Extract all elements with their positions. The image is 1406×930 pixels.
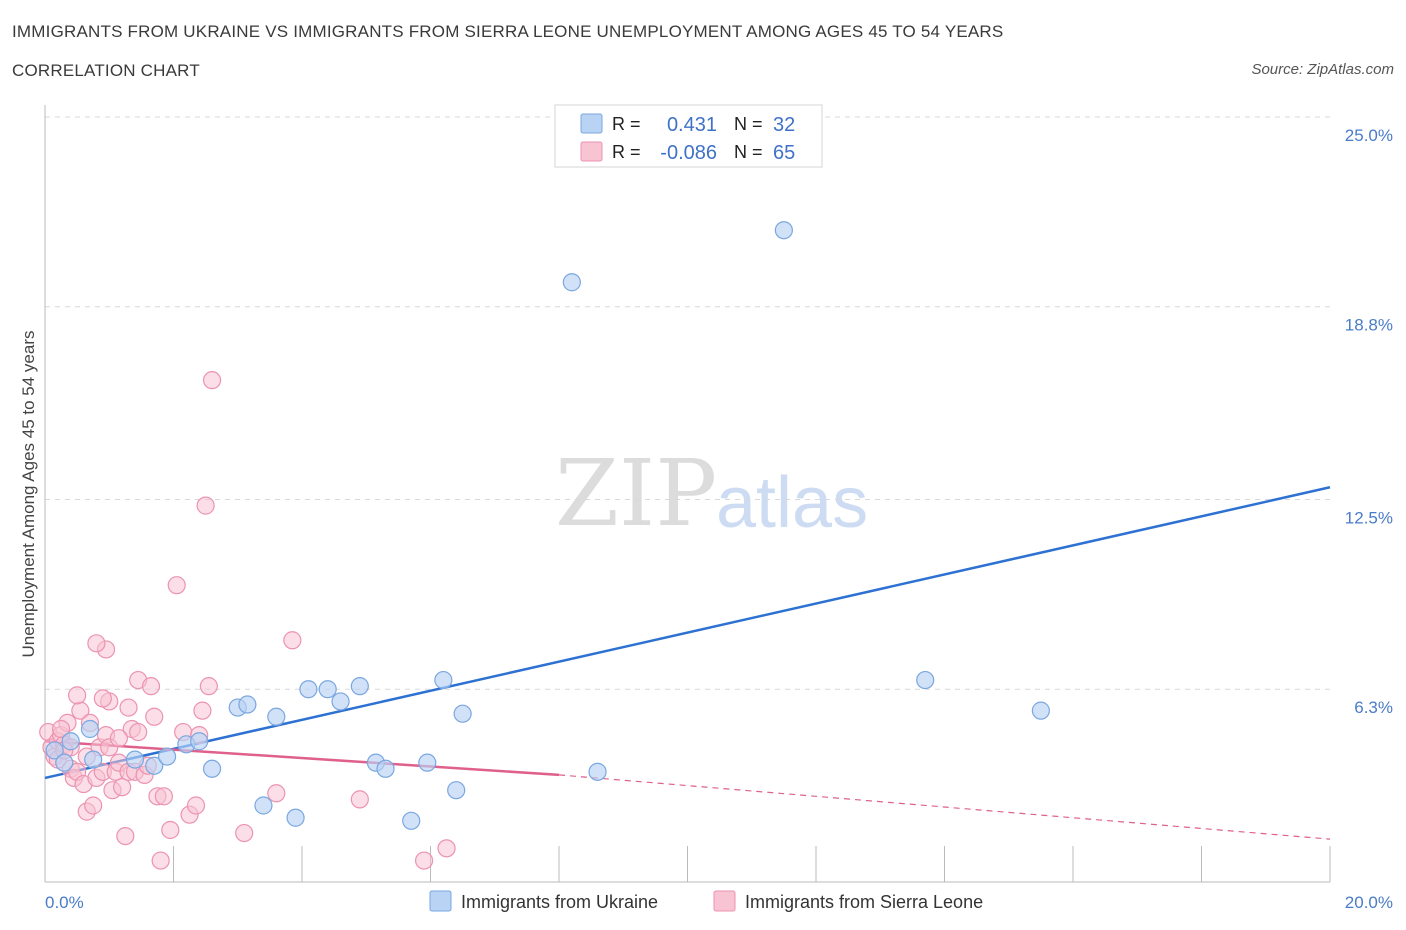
sierra-r-label: R = (612, 142, 641, 162)
watermark-atlas: atlas (716, 463, 868, 543)
watermark-zip: ZIP (555, 440, 717, 547)
legend-ukraine-swatch (429, 890, 452, 912)
y-tick-label-1: 12.5% (1345, 509, 1393, 528)
sierra-point-63 (68, 686, 87, 705)
sierra-point-34 (154, 787, 173, 806)
sierra-point-14 (84, 796, 103, 815)
ukraine-n-value: 32 (773, 114, 795, 136)
ukraine-swatch (580, 113, 603, 134)
ukraine-n-label: N = (734, 114, 763, 134)
ukraine-point-3 (84, 750, 103, 769)
sierra-point-40 (193, 701, 212, 720)
source-label: Source: ZipAtlas.com (1251, 61, 1394, 78)
sierra-n-label: N = (734, 142, 763, 162)
ukraine-point-1 (61, 732, 80, 751)
sierra-point-41 (199, 677, 218, 696)
ukraine-point-29 (916, 670, 935, 690)
sierra-point-44 (235, 823, 254, 843)
watermark: ZIP atlas (555, 440, 868, 547)
sierra-point-32 (145, 707, 164, 726)
sierra-point-50 (151, 851, 170, 870)
ukraine-point-26 (588, 762, 607, 781)
series-legend: Immigrants from Ukraine Immigrants from … (429, 890, 983, 912)
ukraine-point-2 (80, 719, 100, 739)
ukraine-point-25 (453, 704, 472, 723)
sierra-point-46 (283, 631, 302, 650)
ukraine-point-6 (157, 747, 177, 766)
x-tick-max: 20.0% (1345, 893, 1393, 912)
sierra-point-23 (112, 778, 132, 797)
ukraine-point-11 (238, 695, 257, 714)
sierra-point-39 (186, 796, 206, 815)
sierra-point-36 (167, 576, 186, 595)
sierra-point-31 (141, 677, 161, 696)
data-points (39, 221, 1050, 870)
ukraine-point-31 (55, 753, 74, 772)
chart-title: IMMIGRANTS FROM UKRAINE VS IMMIGRANTS FR… (12, 22, 1004, 41)
sierra-point-60 (129, 722, 148, 742)
legend-ukraine-label: Immigrants from Ukraine (461, 892, 658, 912)
ukraine-r-value: 0.431 (667, 114, 717, 136)
ukraine-point-16 (318, 680, 337, 699)
sierra-point-48 (414, 851, 434, 870)
ukraine-point-4 (125, 750, 145, 769)
ukraine-trendline (44, 486, 1331, 780)
y-tick-labels: 6.3% 12.5% 18.8% 25.0% (1345, 126, 1393, 717)
sierra-point-55 (51, 719, 71, 739)
sierra-point-43 (196, 496, 215, 515)
ukraine-point-27 (562, 273, 581, 292)
ukraine-point-0 (45, 741, 64, 760)
ukraine-point-12 (267, 707, 286, 726)
trendlines (44, 486, 1331, 840)
sierra-point-58 (93, 689, 112, 708)
ukraine-point-21 (402, 811, 421, 830)
sierra-point-62 (109, 729, 128, 748)
gridlines (45, 116, 1330, 690)
x-tick-min: 0.0% (45, 893, 84, 912)
ukraine-point-20 (376, 759, 395, 778)
ukraine-point-24 (447, 781, 466, 800)
legend-sierra-label: Immigrants from Sierra Leone (745, 892, 983, 912)
ukraine-point-9 (202, 759, 222, 778)
legend-sierra-swatch (713, 890, 736, 912)
ukraine-point-5 (145, 756, 164, 775)
y-tick-label-3: 25.0% (1345, 126, 1393, 145)
ukraine-point-30 (1031, 701, 1050, 720)
y-tick-label-0: 6.3% (1354, 698, 1393, 717)
sierra-point-45 (267, 784, 286, 803)
sierra-point-49 (437, 839, 456, 858)
ukraine-point-15 (299, 680, 318, 699)
sierra-swatch (580, 141, 603, 162)
ukraine-point-13 (254, 796, 273, 815)
chart-subtitle: CORRELATION CHART (12, 61, 200, 80)
ukraine-point-22 (418, 753, 437, 772)
y-tick-label-2: 18.8% (1345, 316, 1393, 335)
ukraine-point-8 (190, 732, 209, 751)
ukraine-point-23 (434, 670, 453, 690)
sierra-point-57 (119, 698, 138, 717)
ukraine-point-14 (286, 808, 305, 827)
sierra-point-42 (202, 371, 222, 390)
ukraine-point-28 (774, 221, 793, 240)
ukraine-point-18 (350, 677, 369, 696)
sierra-trendline (44, 739, 560, 777)
sierra-r-value: -0.086 (660, 142, 717, 164)
y-axis-label: Unemployment Among Ages 45 to 54 years (19, 331, 38, 658)
stats-legend: R = 0.431 N = 32 R = -0.086 N = 65 (554, 104, 823, 168)
sierra-point-35 (161, 820, 180, 840)
sierra-point-59 (87, 634, 106, 653)
sierra-n-value: 65 (773, 142, 795, 164)
sierra-point-47 (350, 790, 369, 809)
sierra-trendline-extension (558, 774, 1331, 840)
sierra-point-24 (116, 826, 135, 846)
ukraine-r-label: R = (612, 114, 641, 134)
ukraine-point-17 (331, 692, 350, 711)
